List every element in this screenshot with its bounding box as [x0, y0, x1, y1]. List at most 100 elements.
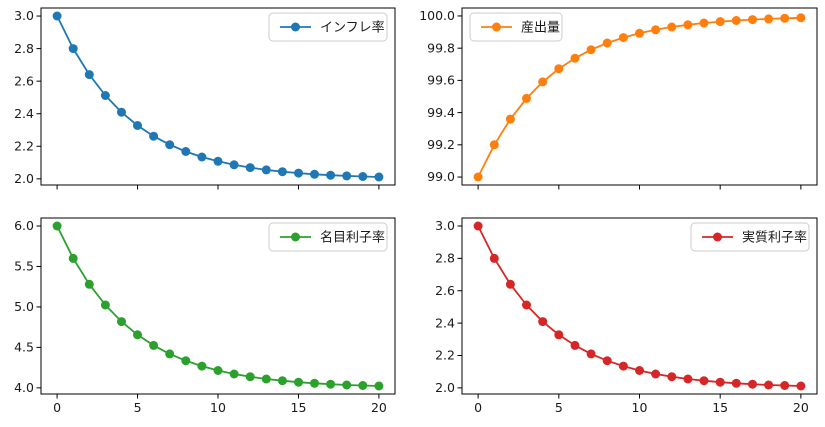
data-point-marker [245, 372, 255, 382]
subplot-output: 99.0 99.2 99.4 99.6 99.8 100.0 産出量 [419, 7, 818, 190]
data-point-marker [181, 356, 191, 366]
data-point-marker [181, 147, 191, 156]
data-point-marker [570, 53, 580, 63]
y-tick-label: 2.4 [435, 315, 455, 330]
data-point-marker [294, 168, 303, 178]
data-point-marker [538, 77, 548, 87]
y-tick-label: 99.4 [427, 105, 455, 120]
data-point-marker [764, 380, 774, 390]
data-point-marker [310, 169, 319, 179]
data-point-marker [213, 366, 223, 375]
data-point-marker [68, 253, 78, 263]
legend-box [268, 222, 388, 252]
legend-label: 名目利子率 [320, 230, 385, 246]
legend-box [690, 222, 810, 252]
data-point-marker [473, 172, 483, 182]
y-tick-label: 2.2 [14, 138, 34, 153]
data-point-marker [374, 381, 384, 391]
data-point-marker [505, 114, 515, 124]
data-point-marker [117, 107, 126, 117]
data-point-marker [294, 377, 303, 387]
data-point-marker [100, 91, 110, 100]
data-point-marker [117, 317, 126, 327]
data-point-marker [165, 140, 175, 150]
data-point-marker [683, 374, 693, 384]
data-point-marker [326, 379, 336, 389]
data-point-marker [651, 369, 661, 379]
data-point-marker [213, 156, 223, 166]
data-point-marker [699, 376, 709, 386]
data-point-marker [133, 121, 142, 130]
data-point-marker [635, 366, 644, 375]
legend-sample-marker [492, 22, 501, 32]
data-point-marker [731, 378, 741, 388]
data-point-marker [342, 380, 352, 390]
y-tick-label: 99.8 [427, 40, 455, 55]
data-point-marker [133, 330, 142, 340]
data-point-marker [715, 377, 725, 387]
data-point-marker [602, 356, 612, 366]
subplot-real-interest-rate: 2.0 2.2 2.4 2.6 2.8 3.0 0 5 10 15 20 実質利子率 [435, 217, 818, 415]
data-point-marker [602, 38, 612, 48]
data-point-marker [554, 330, 564, 340]
data-point-marker [245, 163, 255, 173]
data-point-marker [748, 379, 757, 389]
data-point-marker [586, 45, 596, 55]
y-tick-label: 5.5 [14, 259, 34, 274]
y-tick-label: 5.0 [14, 299, 34, 314]
data-point-marker [489, 140, 499, 150]
data-point-marker [358, 381, 368, 390]
y-tick-label: 2.8 [435, 251, 455, 266]
legend-sample-marker [713, 232, 722, 242]
y-tick-label: 6.0 [14, 218, 34, 233]
data-point-marker [326, 170, 336, 180]
legend-box [469, 12, 563, 42]
y-tick-label: 2.0 [14, 171, 34, 186]
y-tick-label: 99.0 [427, 169, 455, 184]
y-tick-label: 3.0 [14, 8, 34, 23]
y-tick-label: 4.0 [14, 380, 34, 395]
x-tick-label: 15 [291, 400, 307, 415]
data-point-marker [522, 93, 531, 103]
data-point-marker [796, 13, 806, 23]
x-tick-label: 5 [555, 400, 563, 415]
data-point-marker [68, 44, 78, 54]
data-point-marker [310, 378, 319, 388]
data-point-marker [229, 369, 239, 379]
x-tick-label: 0 [474, 400, 482, 415]
data-point-marker [699, 18, 709, 28]
data-point-marker [52, 221, 62, 231]
data-point-marker [261, 374, 271, 384]
data-point-marker [683, 20, 693, 30]
y-tick-label: 2.4 [14, 106, 34, 121]
legend-sample-marker [291, 232, 300, 242]
y-tick-label: 2.8 [14, 41, 34, 56]
data-point-marker [554, 64, 564, 74]
data-point-marker [780, 13, 790, 23]
data-point-marker [473, 221, 483, 231]
subplot-nominal-interest-rate: 4.0 4.5 5.0 5.5 6.0 0 5 10 15 20 名目利子率 [14, 217, 396, 415]
data-point-marker [522, 300, 531, 310]
legend-label: 産出量 [521, 20, 560, 36]
y-tick-label: 99.6 [427, 73, 455, 88]
y-tick-label: 2.6 [435, 283, 455, 298]
data-point-marker [764, 14, 774, 24]
data-point-marker [618, 33, 628, 43]
legend-sample-marker [291, 22, 300, 32]
data-point-marker [197, 361, 207, 371]
data-point-marker [261, 165, 271, 175]
x-tick-label: 10 [210, 400, 226, 415]
legend-label: 実質利子率 [742, 230, 807, 246]
data-point-marker [570, 340, 580, 350]
data-point-marker [197, 152, 207, 162]
y-tick-label: 2.2 [435, 348, 455, 363]
data-point-marker [100, 300, 110, 310]
data-point-marker [667, 22, 677, 32]
y-tick-label: 100.0 [419, 8, 455, 23]
data-point-marker [52, 11, 62, 21]
data-point-marker [505, 279, 515, 289]
data-point-marker [165, 349, 175, 359]
data-point-marker [149, 131, 159, 141]
